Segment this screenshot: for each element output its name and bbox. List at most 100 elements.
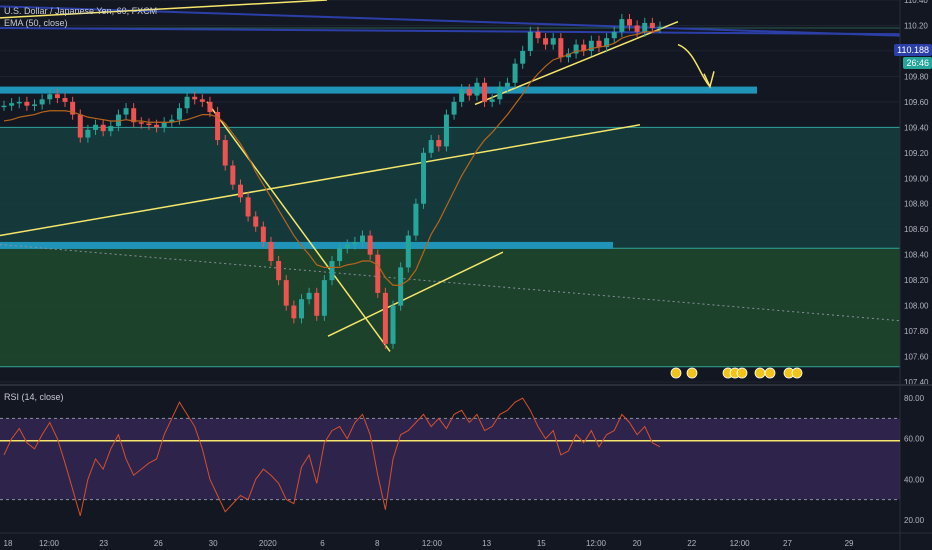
candle-body	[497, 86, 503, 100]
price-tick-label: 108.20	[904, 276, 929, 285]
candle-body	[245, 197, 251, 217]
last-price-tag: 110.188	[894, 44, 932, 56]
price-tick-label: 107.80	[904, 327, 929, 336]
candle-body	[611, 31, 617, 39]
economic-event-icon	[764, 367, 776, 379]
rsi-tick-label: 40.00	[904, 475, 925, 484]
candle-body	[298, 299, 304, 319]
candle-body	[443, 114, 449, 147]
economic-event-icon	[670, 367, 682, 379]
candle-body	[352, 241, 358, 245]
dotted-trendline	[0, 243, 932, 324]
candle-body	[9, 103, 15, 106]
time-tick-label: 13	[482, 539, 491, 548]
candle-body	[344, 244, 350, 249]
candle-body	[77, 114, 83, 138]
candle-body	[161, 122, 167, 128]
time-tick-label: 6	[320, 539, 325, 548]
candle-body	[482, 82, 488, 102]
candle-body	[237, 184, 243, 198]
candle-body	[306, 292, 312, 300]
candle-body	[474, 82, 480, 96]
candle-body	[215, 112, 221, 141]
time-tick-label: 12:00	[586, 539, 607, 548]
candle-body	[222, 140, 228, 166]
candle-body	[192, 96, 198, 100]
candle-body	[329, 261, 335, 281]
candle-body	[596, 40, 602, 48]
candle-body	[176, 108, 182, 120]
price-axis-background	[900, 0, 932, 550]
candle-body	[62, 98, 68, 102]
ema-legend: EMA (50, close)	[4, 18, 68, 28]
candle-body	[657, 26, 663, 29]
candle-body	[32, 104, 38, 106]
price-tick-label: 107.60	[904, 353, 929, 362]
economic-event-icon	[686, 367, 698, 379]
support-zone-upper	[0, 127, 900, 249]
candle-body	[382, 292, 388, 344]
candle-body	[527, 31, 533, 51]
candle-body	[604, 38, 610, 48]
time-tick-label: 18	[4, 539, 13, 548]
price-tick-label: 109.20	[904, 149, 929, 158]
rsi-tick-label: 80.00	[904, 394, 925, 403]
candle-body	[398, 267, 404, 306]
rising-channel-line	[327, 251, 504, 337]
candle-body	[154, 124, 160, 128]
candle-body	[421, 152, 427, 204]
time-tick-label: 15	[537, 539, 546, 548]
resistance-band	[0, 86, 757, 94]
candle-body	[520, 50, 526, 64]
candle-body	[184, 96, 190, 109]
time-tick-label: 30	[209, 539, 218, 548]
candle-body	[169, 119, 175, 123]
rsi-tick-label: 60.00	[904, 435, 925, 444]
rsi-band	[0, 418, 900, 500]
candle-body	[199, 99, 205, 102]
candle-body	[451, 101, 457, 115]
candle-body	[70, 101, 76, 115]
candle-body	[413, 203, 419, 236]
candle-body	[1, 105, 7, 108]
countdown-tag: 26:46	[903, 57, 932, 69]
time-tick-label: 27	[783, 539, 792, 548]
candle-body	[390, 305, 396, 344]
candle-body	[260, 226, 266, 242]
candle-body	[619, 19, 625, 32]
candle-body	[405, 235, 411, 268]
candle-body	[436, 140, 442, 147]
symbol-title: U.S. Dollar / Japanese Yen, 60, FXCM	[4, 6, 158, 16]
projection-arrow-head	[703, 71, 715, 89]
price-tick-label: 109.00	[904, 174, 929, 183]
candle-body	[16, 101, 22, 104]
time-tick-label: 22	[687, 539, 696, 548]
candle-body	[321, 280, 327, 316]
price-tick-label: 110.40	[904, 0, 928, 5]
rsi-line	[3, 397, 661, 516]
candle-body	[230, 165, 236, 185]
time-tick-label: 20	[633, 539, 642, 548]
candle-body	[649, 22, 655, 29]
time-tick-label: 8	[375, 539, 380, 548]
economic-event-icon	[736, 367, 748, 379]
candle-body	[360, 235, 366, 242]
candle-body	[138, 122, 144, 124]
candle-body	[123, 108, 129, 115]
candle-body	[54, 94, 60, 99]
candle-body	[131, 108, 137, 123]
time-tick-label: 23	[99, 539, 108, 548]
candle-body	[573, 44, 579, 54]
candle-body	[466, 89, 472, 96]
time-tick-label: 12:00	[730, 539, 751, 548]
candle-body	[558, 38, 564, 58]
economic-event-icon	[791, 367, 803, 379]
candle-body	[535, 31, 541, 39]
falling-trendline	[206, 101, 391, 352]
time-tick-label: 29	[845, 539, 854, 548]
candle-body	[337, 248, 343, 262]
candle-body	[367, 235, 373, 255]
time-tick-label: 2020	[259, 539, 277, 548]
candle-body	[93, 124, 99, 130]
